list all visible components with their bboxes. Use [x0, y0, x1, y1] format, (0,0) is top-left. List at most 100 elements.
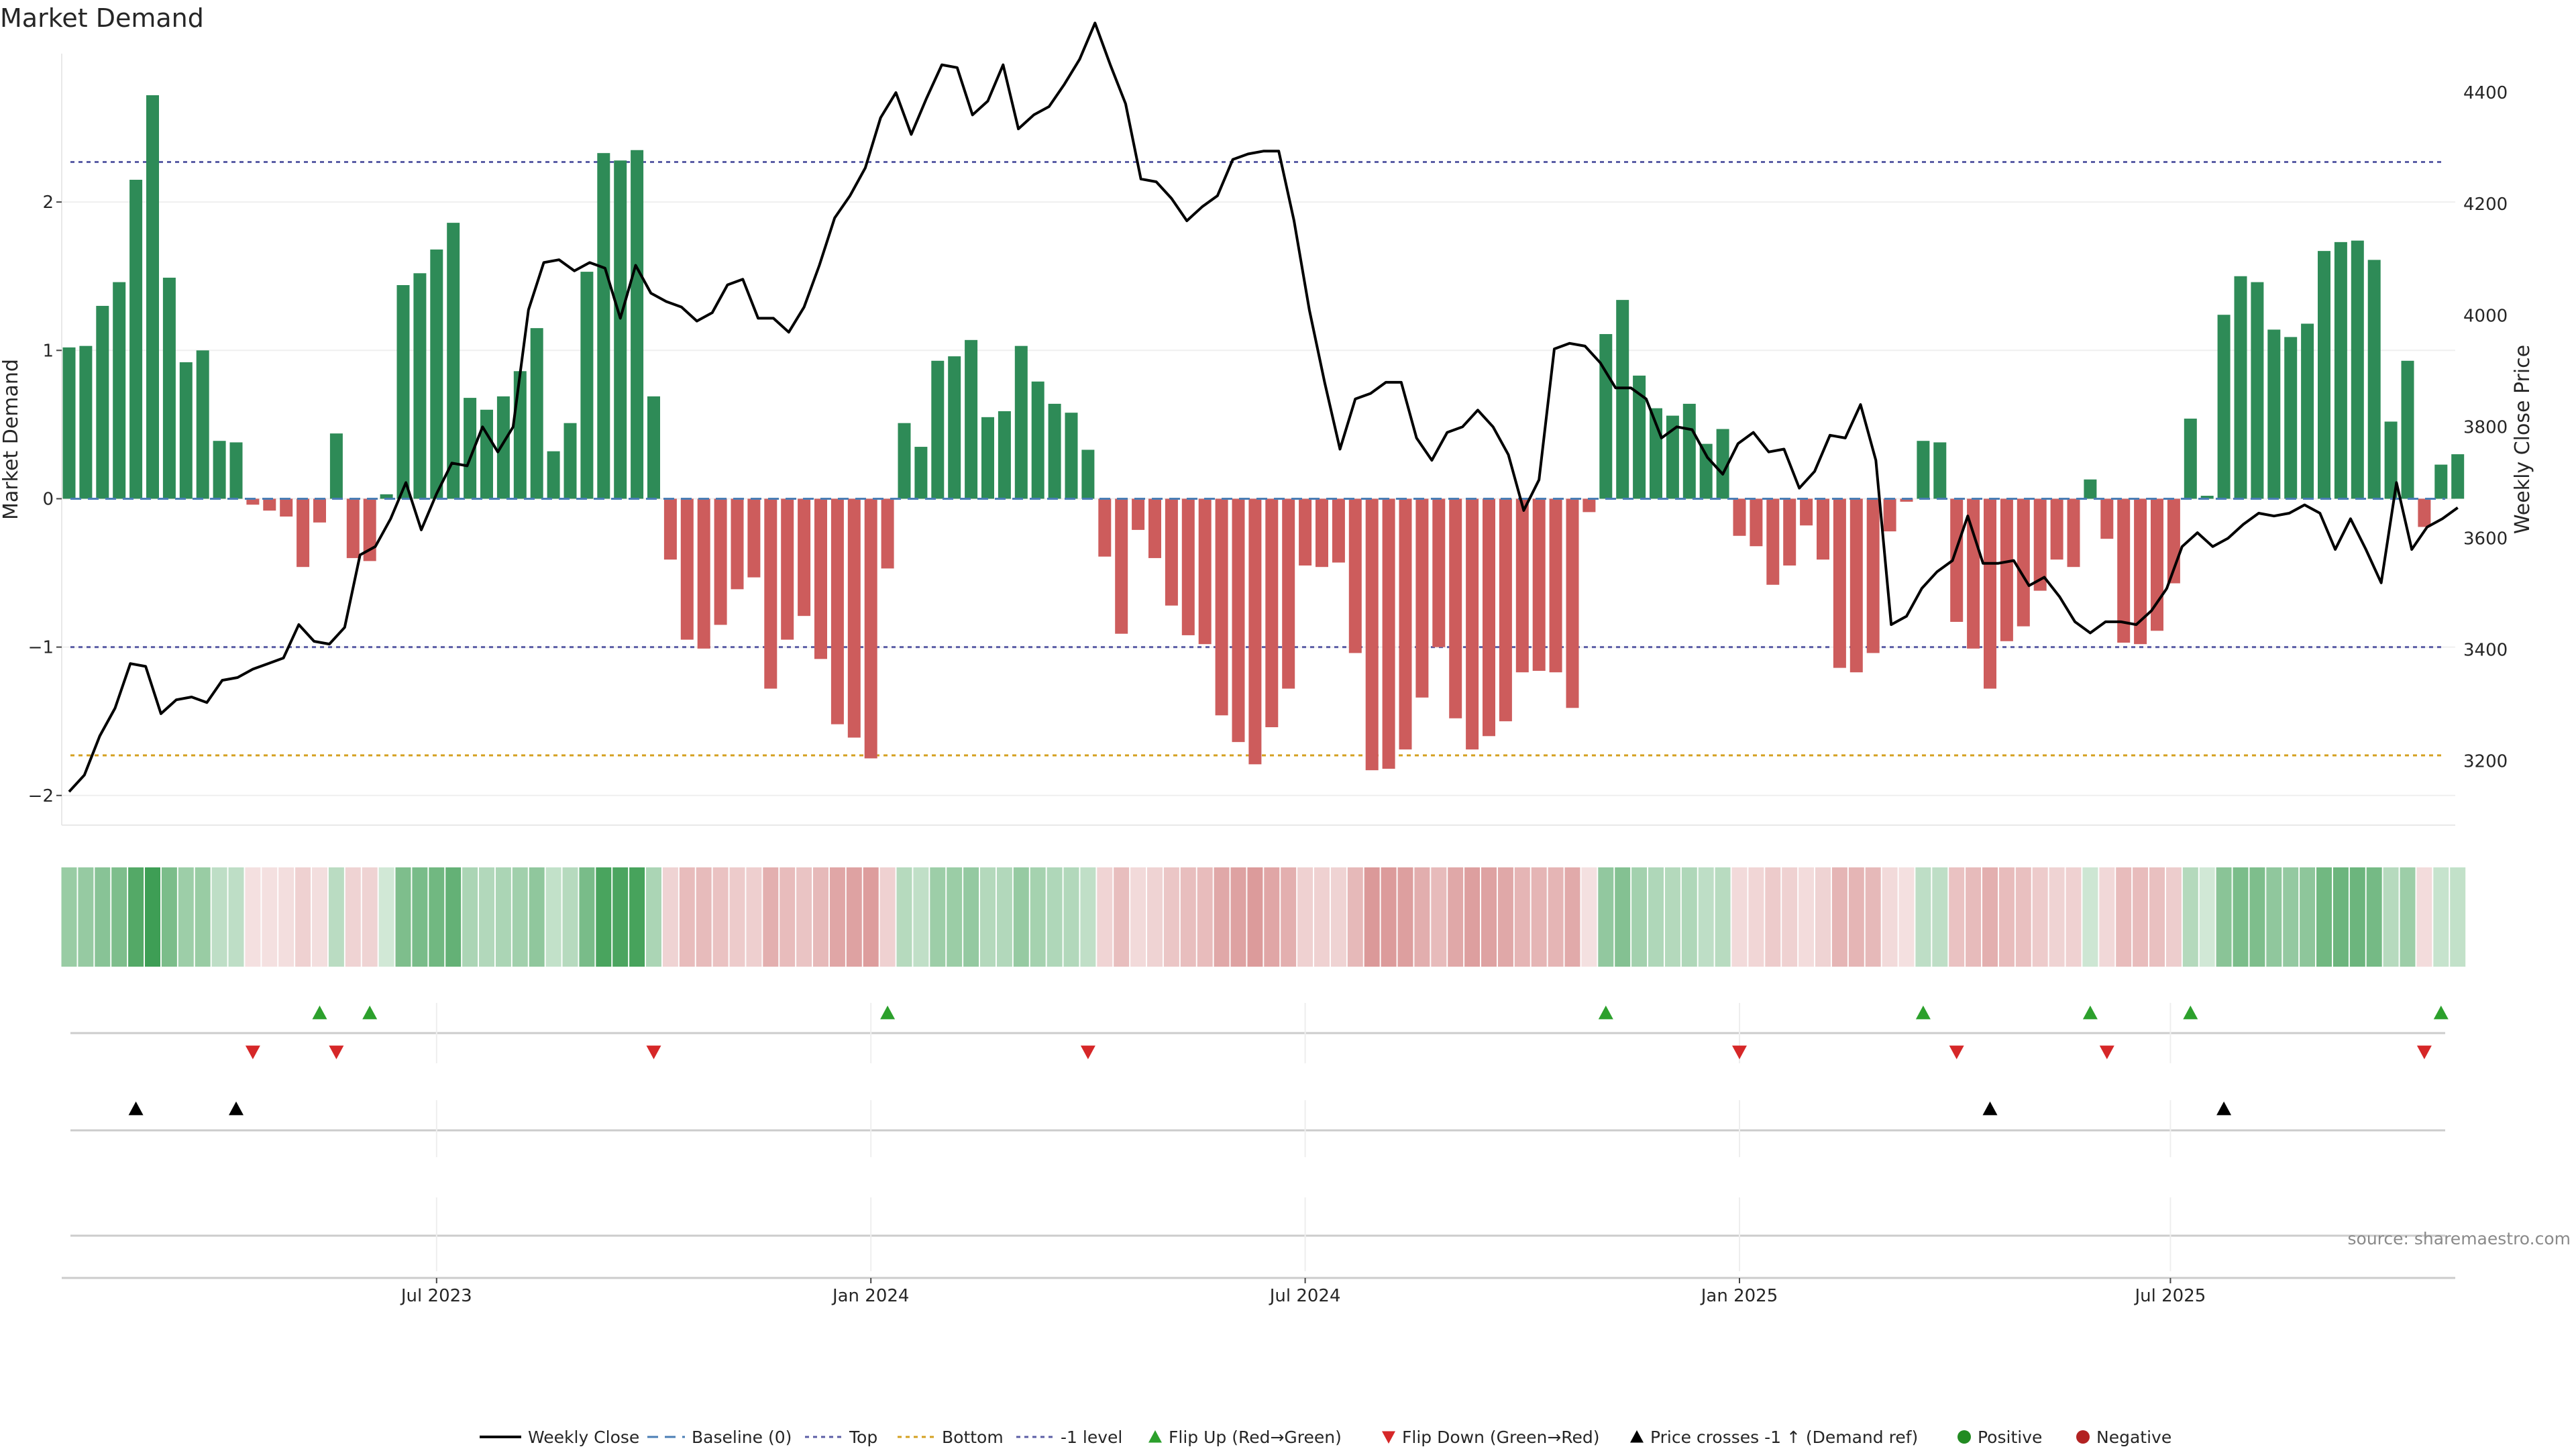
- heat-cell: [1966, 867, 1982, 967]
- demand-bar: [62, 347, 76, 499]
- legend-label: Baseline (0): [692, 1428, 792, 1447]
- demand-bar: [914, 447, 928, 499]
- price-cross-marker: [128, 1102, 144, 1116]
- legend-swatch: [1957, 1430, 1971, 1444]
- heat-cell: [278, 867, 294, 967]
- demand-bar: [2017, 498, 2030, 627]
- heat-cell: [612, 867, 629, 967]
- demand-bar: [2434, 464, 2448, 499]
- heat-cell: [729, 867, 745, 967]
- demand-bar: [1833, 498, 1846, 668]
- demand-bar: [1048, 403, 1061, 499]
- chart-title: Market Demand: [0, 3, 204, 33]
- price-cross-marker: [2216, 1102, 2232, 1116]
- left-tick-label: 2: [42, 193, 54, 213]
- demand-bar: [1382, 498, 1395, 769]
- demand-bar: [864, 498, 877, 759]
- demand-bar: [764, 498, 777, 689]
- demand-bar: [496, 396, 510, 499]
- demand-bar: [1215, 498, 1228, 716]
- legend-label: Price crosses -1 ↑ (Demand ref): [1650, 1428, 1918, 1447]
- heat-cell: [1681, 867, 1697, 967]
- heat-cell: [1898, 867, 1915, 967]
- flip-down-marker: [1949, 1045, 1964, 1059]
- heat-cell: [1397, 867, 1413, 967]
- demand-heat-strip: [61, 867, 2466, 967]
- heat-cell: [780, 867, 796, 967]
- heat-cell: [2450, 867, 2466, 967]
- left-tick-label: −1: [28, 638, 54, 658]
- heat-cell: [1848, 867, 1864, 967]
- heat-cell: [312, 867, 327, 967]
- heat-cell: [1147, 867, 1163, 967]
- demand-bar: [1549, 498, 1562, 673]
- heat-cell: [1698, 867, 1714, 967]
- heat-cell: [1013, 867, 1029, 967]
- demand-bar: [2033, 498, 2047, 591]
- legend-swatch: [1630, 1430, 1644, 1443]
- demand-bar: [881, 498, 894, 569]
- right-axis-ticks: 4400 4200 4000 3800 3600 3400 3200: [2463, 83, 2508, 771]
- legend-label: Positive: [1978, 1428, 2042, 1447]
- heat-cell: [1648, 867, 1664, 967]
- demand-bar: [1599, 333, 1613, 499]
- legend-label: Weekly Close: [528, 1428, 639, 1447]
- heat-cell: [2383, 867, 2399, 967]
- heat-cell: [2416, 867, 2432, 967]
- demand-bar: [2084, 479, 2097, 499]
- demand-bar: [179, 362, 193, 499]
- demand-bar: [329, 433, 343, 499]
- heat-cell: [2065, 867, 2082, 967]
- demand-bar: [2117, 498, 2131, 643]
- heat-cell: [1097, 867, 1113, 967]
- heat-cell: [1464, 867, 1481, 967]
- heat-cell: [211, 867, 227, 967]
- heat-cell: [1998, 867, 2015, 967]
- heat-cell: [2182, 867, 2198, 967]
- demand-bar: [931, 360, 945, 499]
- demand-bar: [2067, 498, 2080, 568]
- heat-cell: [178, 867, 194, 967]
- demand-bar: [614, 160, 627, 499]
- legend-label: Flip Down (Green→Red): [1402, 1428, 1600, 1447]
- demand-bar: [680, 498, 694, 640]
- demand-bar: [847, 498, 861, 738]
- date-tick-label: Jan 2025: [1700, 1286, 1778, 1306]
- demand-bar: [2251, 282, 2264, 499]
- heat-cell: [2133, 867, 2149, 967]
- heat-cell: [2332, 867, 2349, 967]
- flip-down-marker: [1080, 1045, 1095, 1059]
- heat-cell: [2266, 867, 2282, 967]
- heat-cell: [1431, 867, 1447, 967]
- heat-cell: [1715, 867, 1731, 967]
- demand-bar: [1900, 498, 1913, 502]
- demand-bar: [2200, 496, 2214, 499]
- heat-cell: [1197, 867, 1213, 967]
- left-tick-label: 0: [42, 489, 54, 509]
- right-tick-label: 4000: [2463, 306, 2508, 326]
- demand-bars: [62, 95, 2465, 771]
- heat-cell: [2099, 867, 2115, 967]
- demand-bar: [1432, 498, 1446, 647]
- heat-cell: [1615, 867, 1631, 967]
- demand-bar: [447, 223, 460, 499]
- demand-bar: [1081, 449, 1095, 499]
- demand-bar: [297, 498, 310, 568]
- demand-bar: [1399, 498, 1412, 750]
- demand-bar: [830, 498, 844, 724]
- heat-cell: [2149, 867, 2165, 967]
- demand-bar: [2100, 498, 2114, 539]
- flip-down-marker: [1732, 1045, 1747, 1059]
- heat-cell: [1330, 867, 1346, 967]
- heat-cell: [1531, 867, 1547, 967]
- heat-cell: [1782, 867, 1798, 967]
- legend-label: Bottom: [942, 1428, 1004, 1447]
- heat-cell: [1548, 867, 1564, 967]
- demand-bar: [1282, 498, 1295, 689]
- legend-item-flip-down: Flip Down (Green→Red): [1382, 1428, 1600, 1447]
- demand-bar: [1750, 498, 1763, 547]
- left-axis-ticks: 2 1 0 −1 −2: [28, 193, 62, 806]
- legend-label: -1 level: [1061, 1428, 1122, 1447]
- heat-cell: [1831, 867, 1847, 967]
- demand-bar: [547, 451, 560, 499]
